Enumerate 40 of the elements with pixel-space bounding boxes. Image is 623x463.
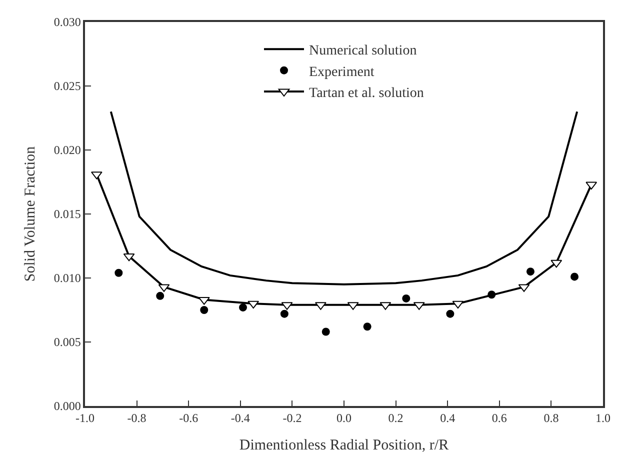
y-tick-label: 0.000 bbox=[54, 399, 81, 414]
x-tick-label: -0.6 bbox=[179, 411, 198, 426]
legend-label: Experiment bbox=[309, 64, 374, 80]
point bbox=[586, 182, 598, 190]
point bbox=[526, 268, 534, 276]
x-tick-label: 0.8 bbox=[544, 411, 559, 426]
y-tick-label: 0.030 bbox=[54, 15, 81, 30]
legend-label: Numerical solution bbox=[309, 44, 417, 59]
x-tick-label: 0.0 bbox=[336, 411, 352, 426]
x-tick-label: 0.2 bbox=[388, 411, 404, 426]
line-series bbox=[110, 110, 578, 286]
point bbox=[114, 268, 123, 277]
x-tick-label: 0.4 bbox=[440, 411, 456, 426]
y-tick-label: 0.005 bbox=[54, 335, 81, 350]
y-tick-label: 0.015 bbox=[54, 207, 81, 222]
point bbox=[248, 300, 260, 309]
legend-label: Tartan et al. solution bbox=[309, 86, 424, 101]
x-tick-label: -1.0 bbox=[76, 411, 94, 426]
x-tick-label: -0.4 bbox=[230, 411, 250, 426]
point bbox=[156, 292, 164, 300]
point bbox=[200, 306, 208, 314]
point bbox=[363, 322, 372, 331]
x-tick-label: -0.2 bbox=[282, 411, 302, 426]
point bbox=[280, 310, 288, 318]
x-tick-label: 0.6 bbox=[492, 411, 507, 426]
point bbox=[570, 272, 579, 281]
point bbox=[402, 294, 410, 302]
y-tick-label: 0.010 bbox=[54, 271, 81, 286]
point bbox=[123, 253, 135, 262]
x-tick-label: 1.0 bbox=[596, 411, 610, 426]
point bbox=[322, 328, 330, 336]
x-tick-label: -0.8 bbox=[127, 411, 146, 426]
x-axis-title: Dimentionless Radial Position, r/R bbox=[239, 438, 449, 454]
point bbox=[446, 310, 454, 318]
y-tick-label: 0.020 bbox=[54, 143, 81, 158]
point bbox=[238, 303, 247, 312]
y-tick-label: 0.025 bbox=[54, 79, 81, 94]
point bbox=[550, 260, 562, 268]
point bbox=[452, 300, 464, 309]
y-axis-title: Solid Volume Fraction bbox=[22, 146, 39, 282]
